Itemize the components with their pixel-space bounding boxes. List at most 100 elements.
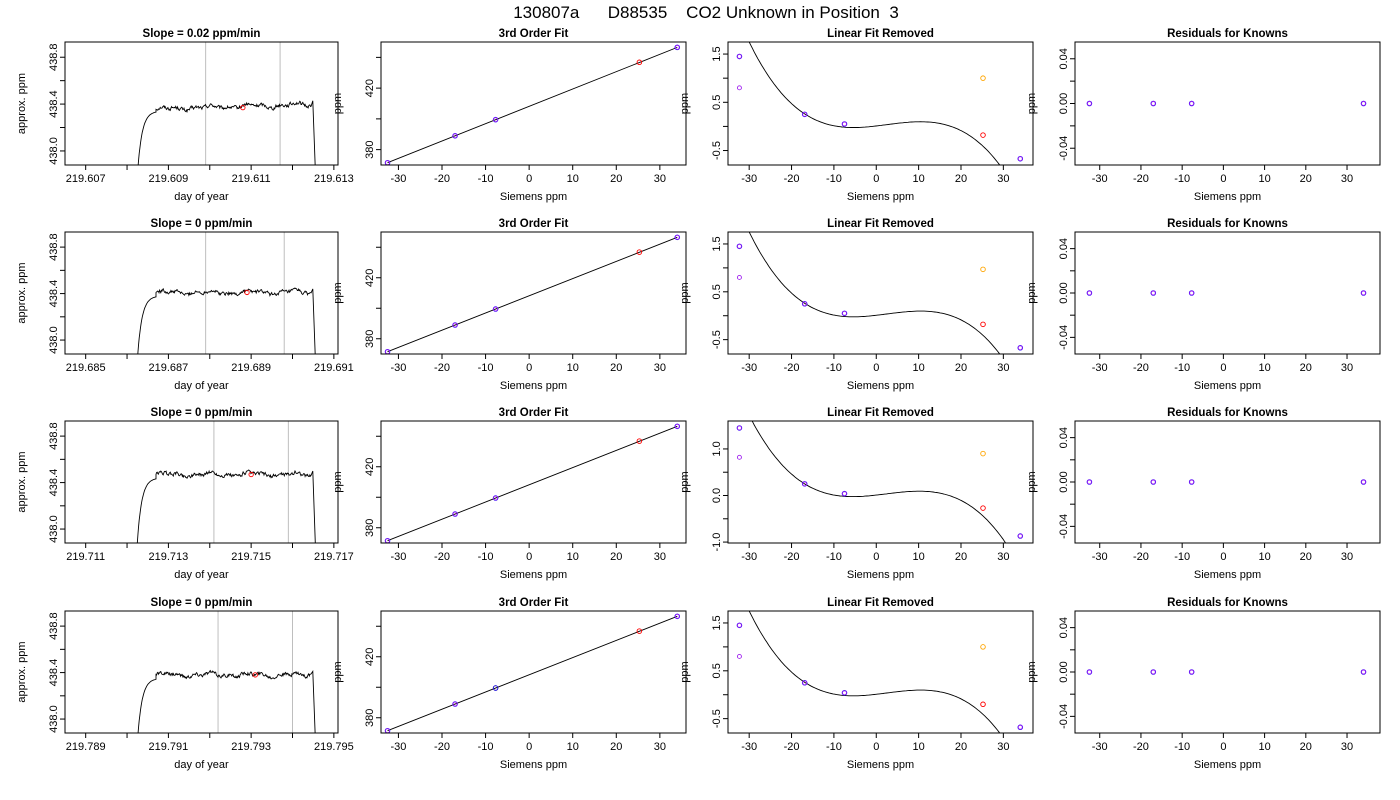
r2-linear-removed-xlabel: Siemens ppm [847,569,914,581]
r3-residuals-panel: Residuals for Knowns -30 -20 -10 0 10 20 30 -0.0… [1026,597,1381,771]
r0-fit-xlabel: Siemens ppm [500,191,567,203]
r2-raw-ytick-label: 438.4 [48,469,60,497]
r2-linear-removed-cubic-curve [751,421,1007,543]
r3-linear-removed-xtick-label: 10 [913,741,925,753]
r1-residuals-xtick-label: 20 [1300,362,1312,374]
r0-fit-xtick-label: 0 [526,173,532,185]
r2-residuals-panel: Residuals for Knowns -30 -20 -10 0 10 20 30 -0.0… [1026,407,1381,581]
r0-linear-removed-plot-area [736,42,1024,165]
r3-raw-frame [64,610,339,734]
r1-fit-ylabel: ppm [332,282,344,303]
r1-linear-removed-point-orange [980,266,986,273]
r2-residuals-ytick-label: 0.00 [1058,471,1070,492]
r0-raw-frame [64,41,339,166]
r0-residuals-xtick-label: -30 [1092,173,1108,185]
r0-fit-xtick-label: 20 [610,173,622,185]
r3-fit-point-purple [674,613,680,619]
r3-residuals-ytick-label: 0.04 [1058,617,1070,638]
r3-residuals-xtick-label: 30 [1341,741,1353,753]
r0-raw-ytick-label: 438.0 [48,137,60,165]
r2-linear-removed-title: Linear Fit Removed [827,407,934,419]
r2-linear-removed-xtick-label: -10 [826,551,842,563]
r2-residuals-point-purple [1189,479,1195,485]
r0-linear-removed-title: Linear Fit Removed [827,28,934,40]
r3-raw-ytick-label: 438.0 [48,705,60,733]
r1-raw-ytick-label: 438.0 [48,326,60,354]
r0-fit-point-purple [674,44,680,50]
r2-raw-ylabel: approx. ppm [16,451,28,512]
r3-raw-panel: Slope = 0 ppm/min 219.789 219.791 219.793 21… [16,597,354,771]
r0-fit-xtick-label: -30 [390,173,406,185]
r1-fit-frame [380,231,687,355]
r2-fit-point-purple [674,423,680,429]
r2-raw-ytick-label: 438.0 [48,515,60,543]
r2-linear-removed-xtick-label: 10 [913,551,925,563]
r1-residuals-plot-area [1086,290,1367,296]
r3-raw-xtick-label: 219.795 [314,741,354,753]
r3-linear-removed-point-purple [1017,724,1023,730]
r1-linear-removed-ytick-label: 1.5 [711,236,723,251]
r2-fit-fit-line [387,425,678,542]
figure-title: 130807a D88535 CO2 Unknown in Position 3 [513,3,899,22]
r1-linear-removed-point-purple [736,275,742,280]
r2-fit-point-purple [452,511,458,517]
r2-linear-removed-ytick-label: -1.0 [711,533,723,552]
r2-residuals-ytick-label: -0.04 [1058,514,1070,539]
r2-fit-ytick-label: 420 [364,458,376,476]
r3-raw-trace-line [137,669,316,733]
r3-linear-removed-point-purple [736,654,742,659]
r3-fit-xlabel: Siemens ppm [500,759,567,771]
r1-residuals-xtick-label: -10 [1174,362,1190,374]
r3-raw-ytick-label: 438.4 [48,659,60,687]
r3-linear-removed-point-purple [842,690,847,696]
r0-residuals-ytick-label: 0.00 [1058,93,1070,114]
r1-fit-point-purple [452,322,458,328]
r0-raw-title: Slope = 0.02 ppm/min [143,28,261,40]
r1-fit-title: 3rd Order Fit [499,218,569,230]
r2-raw-title: Slope = 0 ppm/min [151,407,253,419]
r0-fit-panel: 3rd Order Fit -30 -20 -10 0 10 20 30 380 420 Sieme… [332,28,687,203]
r1-residuals-point-purple [1150,290,1156,296]
r1-fit-xtick-label: -30 [390,362,406,374]
r3-raw-mean-marker [252,672,258,678]
r3-linear-removed-xtick-label: 30 [997,741,1009,753]
r2-linear-removed-panel: Linear Fit Removed -30 -20 -10 0 10 20 30 -1.0 0.… [679,407,1034,581]
r0-fit-xtick-label: -20 [434,173,450,185]
r0-linear-removed-ytick-label: 0.5 [711,95,723,110]
r3-residuals-xtick-label: -20 [1133,741,1149,753]
r2-residuals-ytick-label: 0.04 [1058,427,1070,448]
r3-linear-removed-ytick-label: -0.5 [711,709,723,728]
r2-raw-panel: Slope = 0 ppm/min 219.711 219.713 219.715 21… [16,407,354,581]
r2-residuals-frame [1074,420,1381,544]
r0-linear-removed-xtick-label: 0 [873,173,879,185]
r2-residuals-xtick-label: 20 [1300,551,1312,563]
r1-fit-fit-line [387,236,678,353]
r2-fit-ylabel: ppm [332,471,344,492]
r3-fit-plot-area [384,613,681,733]
r3-linear-removed-xtick-label: -10 [826,741,842,753]
r2-linear-removed-xtick-label: 20 [955,551,967,563]
r0-residuals-ylabel: ppm [1026,93,1038,114]
r0-fit-plot-area [384,44,681,165]
r2-raw-mean-marker [248,471,254,478]
r1-linear-removed-xtick-label: 10 [913,362,925,374]
r2-linear-removed-xtick-label: 0 [873,551,879,563]
r3-fit-point-blue [492,685,499,691]
r0-residuals-xtick-label: -10 [1174,173,1190,185]
r0-residuals-ytick-label: -0.04 [1058,136,1070,161]
r2-fit-xtick-label: 20 [610,551,622,563]
r1-raw-panel: Slope = 0 ppm/min 219.685 219.687 219.689 21… [16,218,354,392]
r1-residuals-frame [1074,231,1381,355]
r3-residuals-xtick-label: -10 [1174,741,1190,753]
r0-fit-frame [380,41,687,166]
r2-raw-xlabel: day of year [174,569,229,581]
r2-raw-frame [64,420,339,544]
r2-fit-xtick-label: -20 [434,551,450,563]
r1-fit-plot-area [384,234,681,354]
r0-fit-xtick-label: 30 [654,173,666,185]
r3-fit-ytick-label: 420 [364,648,376,666]
r0-residuals-xtick-label: -20 [1133,173,1149,185]
r3-fit-point-red [636,628,643,634]
r3-fit-xtick-label: -10 [478,741,494,753]
